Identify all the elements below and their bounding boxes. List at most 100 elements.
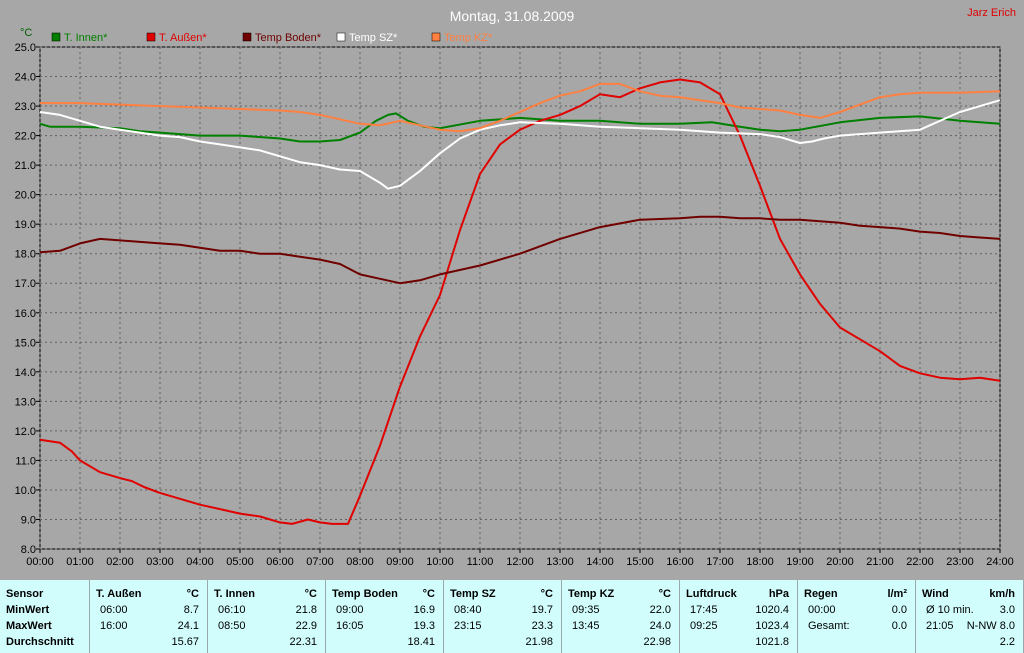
- stats-column-unit: °C: [304, 588, 317, 600]
- y-tick-label: 23.0: [15, 101, 36, 113]
- stats-average: 18.41: [407, 636, 435, 648]
- series-line-temp-kz-: [40, 82, 1001, 133]
- y-tick-label: 17.0: [15, 278, 36, 290]
- stats-row-label-avg: Durchschnitt: [6, 636, 74, 648]
- x-tick-label: 07:00: [306, 556, 334, 568]
- stats-average: 1021.8: [755, 636, 789, 648]
- stats-min-value: 22.0: [649, 604, 671, 616]
- stats-column-name: Wind: [922, 588, 949, 600]
- y-tick-label: 11.0: [15, 455, 36, 467]
- x-tick-label: 16:00: [666, 556, 694, 568]
- stats-max-time: Gesamt:: [808, 620, 850, 632]
- x-tick-label: 21:00: [866, 556, 894, 568]
- legend-swatch: [336, 32, 346, 42]
- stats-max-time: 09:25: [690, 620, 718, 632]
- legend-label: T. Außen*: [159, 32, 207, 44]
- y-tick-label: 19.0: [15, 219, 36, 231]
- x-tick-label: 12:00: [506, 556, 534, 568]
- x-tick-label: 17:00: [706, 556, 734, 568]
- y-axis-unit: °C: [20, 27, 32, 39]
- stats-column-temp-boden: Temp Boden °C 09:00 16.9 16:05 19.3 18.41: [326, 580, 444, 653]
- stats-column-name: T. Innen: [214, 588, 255, 600]
- statistics-panel: Sensor MinWert MaxWert Durchschnitt T. A…: [0, 580, 1024, 653]
- stats-min-value: 21.8: [295, 604, 317, 616]
- series-line-temp-sz-: [39, 99, 1001, 190]
- stats-min-value: 8.7: [183, 604, 199, 616]
- stats-sensor-header: Sensor: [6, 588, 44, 600]
- stats-column-unit: °C: [422, 588, 435, 600]
- x-tick-label: 23:00: [946, 556, 974, 568]
- stats-column-temp-kz: Temp KZ °C 09:35 22.0 13:45 24.0 22.98: [562, 580, 680, 653]
- stats-min-value: 3.0: [999, 604, 1015, 616]
- legend-label: T. Innen*: [64, 32, 108, 44]
- x-tick-label: 11:00: [467, 556, 494, 568]
- y-tick-label: 21.0: [15, 160, 36, 172]
- legend-swatch: [51, 32, 61, 42]
- stats-average: 22.98: [643, 636, 671, 648]
- stats-min-value: 0.0: [891, 604, 907, 616]
- stats-min-value: 16.9: [413, 604, 435, 616]
- x-tick-label: 20:00: [826, 556, 854, 568]
- stats-row-label-max: MaxWert: [6, 620, 52, 632]
- x-tick-label: 19:00: [786, 556, 814, 568]
- stats-column-name: T. Außen: [96, 588, 142, 600]
- x-tick-label: 05:00: [226, 556, 254, 568]
- chart: 8.0 9.0 10.0 11.0 12.0 13.0 14.0 15.0 16.0 17.0 18…: [15, 7, 1016, 568]
- x-tick-label: 15:00: [626, 556, 654, 568]
- y-tick-label: 22.0: [15, 131, 36, 143]
- stats-column-unit: °C: [540, 588, 553, 600]
- stats-average: 21.98: [525, 636, 553, 648]
- stats-max-value: 22.9: [295, 620, 317, 632]
- stats-max-value: 19.3: [413, 620, 435, 632]
- stats-max-time: 16:05: [336, 620, 364, 632]
- x-tick-label: 18:00: [746, 556, 774, 568]
- x-tick-label: 24:00: [986, 556, 1014, 568]
- stats-column-wind: Wind km/h Ø 10 min. 3.0 21:05 N-NW 8.0 2.2: [916, 580, 1024, 653]
- stats-max-time: 08:50: [218, 620, 246, 632]
- y-tick-label: 18.0: [15, 249, 36, 261]
- author-label: Jarz Erich: [967, 7, 1016, 19]
- x-tick-label: 22:00: [906, 556, 934, 568]
- stats-min-time: 06:10: [218, 604, 246, 616]
- legend-swatch: [146, 32, 156, 42]
- stats-column-unit: hPa: [768, 588, 789, 600]
- stats-column-name: Temp SZ: [450, 588, 496, 600]
- stats-column-unit: km/h: [989, 588, 1015, 600]
- x-tick-label: 00:00: [26, 556, 54, 568]
- y-tick-label: 20.0: [15, 190, 36, 202]
- legend-label: Temp KZ*: [444, 32, 493, 44]
- stats-max-value: 0.0: [891, 620, 907, 632]
- y-tick-label: 16.0: [15, 308, 36, 320]
- legend-swatch: [242, 32, 252, 42]
- stats-average: 15.67: [171, 636, 199, 648]
- stats-average: 2.2: [999, 636, 1015, 648]
- stats-sensor-column: Sensor MinWert MaxWert Durchschnitt: [0, 580, 90, 653]
- stats-max-value: 1023.4: [755, 620, 789, 632]
- stats-max-value: 24.1: [177, 620, 199, 632]
- y-tick-label: 12.0: [15, 426, 36, 438]
- stats-column-name: Regen: [804, 588, 838, 600]
- stats-min-time: 08:40: [454, 604, 482, 616]
- stats-min-time: 09:00: [336, 604, 364, 616]
- stats-column-unit: °C: [186, 588, 199, 600]
- y-tick-label: 15.0: [15, 337, 36, 349]
- x-tick-label: 06:00: [266, 556, 294, 568]
- stats-column-name: Temp Boden: [332, 588, 398, 600]
- legend-label: Temp Boden*: [255, 32, 322, 44]
- stats-column-luftdruck: Luftdruck hPa 17:45 1020.4 09:25 1023.4 1021.8: [680, 580, 798, 653]
- stats-column-t-innen: T. Innen °C 06:10 21.8 08:50 22.9 22.31: [208, 580, 326, 653]
- stats-max-time: 16:00: [100, 620, 128, 632]
- x-tick-label: 02:00: [106, 556, 134, 568]
- stats-max-time: 23:15: [454, 620, 482, 632]
- stats-max-value: 24.0: [649, 620, 671, 632]
- chart-title: Montag, 31.08.2009: [450, 8, 575, 24]
- x-tick-label: 09:00: [386, 556, 414, 568]
- stats-min-time: 09:35: [572, 604, 600, 616]
- stats-min-time: Ø 10 min.: [926, 604, 974, 616]
- x-tick-label: 03:00: [146, 556, 174, 568]
- y-tick-label: 25.0: [15, 42, 36, 54]
- y-tick-label: 8.0: [21, 544, 36, 556]
- stats-min-time: 00:00: [808, 604, 836, 616]
- x-tick-label: 10:00: [426, 556, 454, 568]
- x-tick-label: 04:00: [186, 556, 214, 568]
